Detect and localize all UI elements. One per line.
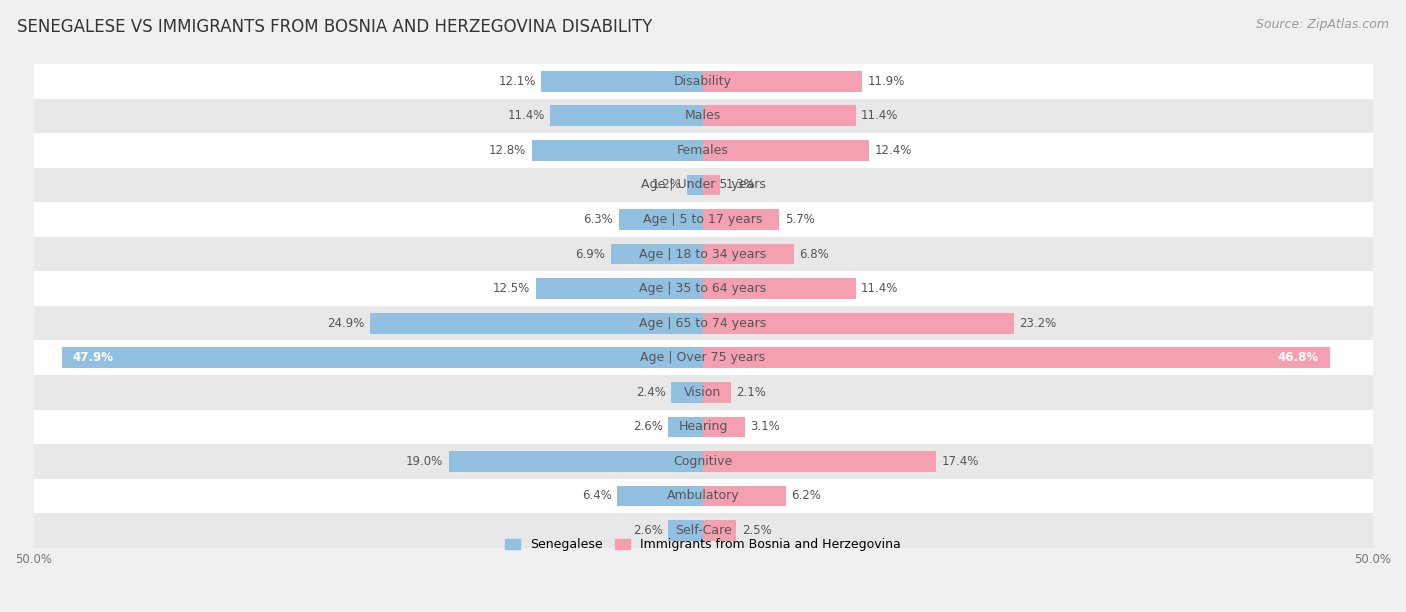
- Bar: [703, 417, 745, 437]
- Text: 2.1%: 2.1%: [737, 386, 766, 399]
- Text: 12.5%: 12.5%: [494, 282, 530, 295]
- Text: 2.6%: 2.6%: [633, 420, 662, 433]
- Text: Age | 35 to 64 years: Age | 35 to 64 years: [640, 282, 766, 295]
- Bar: [619, 209, 703, 230]
- Text: 2.4%: 2.4%: [636, 386, 665, 399]
- Text: Ambulatory: Ambulatory: [666, 490, 740, 502]
- Text: Age | Under 5 years: Age | Under 5 years: [641, 179, 765, 192]
- Bar: [34, 133, 1372, 168]
- Bar: [34, 306, 1372, 340]
- Bar: [668, 520, 703, 541]
- Bar: [703, 140, 869, 161]
- Bar: [688, 174, 703, 195]
- Text: Males: Males: [685, 110, 721, 122]
- Bar: [370, 313, 703, 334]
- Text: Self-Care: Self-Care: [675, 524, 731, 537]
- Bar: [703, 313, 1014, 334]
- Bar: [34, 237, 1372, 271]
- Text: 3.1%: 3.1%: [749, 420, 779, 433]
- Bar: [449, 451, 703, 472]
- Bar: [34, 168, 1372, 202]
- Bar: [671, 382, 703, 403]
- Bar: [668, 417, 703, 437]
- Text: 11.9%: 11.9%: [868, 75, 905, 88]
- Text: 6.8%: 6.8%: [800, 248, 830, 261]
- Bar: [34, 375, 1372, 409]
- Bar: [531, 140, 703, 161]
- Text: Age | 18 to 34 years: Age | 18 to 34 years: [640, 248, 766, 261]
- Text: 11.4%: 11.4%: [508, 110, 546, 122]
- Text: 12.4%: 12.4%: [875, 144, 911, 157]
- Text: 11.4%: 11.4%: [860, 282, 898, 295]
- Bar: [541, 71, 703, 92]
- Text: 6.2%: 6.2%: [792, 490, 821, 502]
- Text: 2.5%: 2.5%: [742, 524, 772, 537]
- Text: 6.3%: 6.3%: [583, 213, 613, 226]
- Text: 5.7%: 5.7%: [785, 213, 814, 226]
- Text: 6.4%: 6.4%: [582, 490, 612, 502]
- Text: 46.8%: 46.8%: [1278, 351, 1319, 364]
- Text: SENEGALESE VS IMMIGRANTS FROM BOSNIA AND HERZEGOVINA DISABILITY: SENEGALESE VS IMMIGRANTS FROM BOSNIA AND…: [17, 18, 652, 36]
- Text: Females: Females: [678, 144, 728, 157]
- Text: Source: ZipAtlas.com: Source: ZipAtlas.com: [1256, 18, 1389, 31]
- Bar: [536, 278, 703, 299]
- Text: 17.4%: 17.4%: [942, 455, 979, 468]
- Bar: [703, 244, 794, 264]
- Text: 12.1%: 12.1%: [498, 75, 536, 88]
- Bar: [34, 409, 1372, 444]
- Text: 1.3%: 1.3%: [725, 179, 755, 192]
- Text: 47.9%: 47.9%: [72, 351, 114, 364]
- Legend: Senegalese, Immigrants from Bosnia and Herzegovina: Senegalese, Immigrants from Bosnia and H…: [505, 539, 901, 551]
- Bar: [34, 479, 1372, 513]
- Bar: [703, 348, 1330, 368]
- Bar: [617, 486, 703, 506]
- Bar: [34, 99, 1372, 133]
- Text: Disability: Disability: [673, 75, 733, 88]
- Text: Vision: Vision: [685, 386, 721, 399]
- Bar: [34, 513, 1372, 548]
- Bar: [703, 71, 862, 92]
- Bar: [34, 444, 1372, 479]
- Text: 23.2%: 23.2%: [1019, 316, 1056, 330]
- Text: Hearing: Hearing: [678, 420, 728, 433]
- Bar: [703, 486, 786, 506]
- Bar: [550, 105, 703, 126]
- Bar: [703, 520, 737, 541]
- Text: 12.8%: 12.8%: [489, 144, 526, 157]
- Bar: [703, 382, 731, 403]
- Bar: [34, 202, 1372, 237]
- Bar: [703, 278, 856, 299]
- Bar: [703, 105, 856, 126]
- Text: Cognitive: Cognitive: [673, 455, 733, 468]
- Text: 24.9%: 24.9%: [326, 316, 364, 330]
- Bar: [703, 451, 936, 472]
- Bar: [62, 348, 703, 368]
- Bar: [34, 64, 1372, 99]
- Bar: [703, 174, 720, 195]
- Bar: [703, 209, 779, 230]
- Text: Age | 65 to 74 years: Age | 65 to 74 years: [640, 316, 766, 330]
- Bar: [610, 244, 703, 264]
- Text: 11.4%: 11.4%: [860, 110, 898, 122]
- Text: 1.2%: 1.2%: [652, 179, 682, 192]
- Text: Age | Over 75 years: Age | Over 75 years: [641, 351, 765, 364]
- Text: 2.6%: 2.6%: [633, 524, 662, 537]
- Bar: [34, 271, 1372, 306]
- Text: Age | 5 to 17 years: Age | 5 to 17 years: [644, 213, 762, 226]
- Text: 19.0%: 19.0%: [406, 455, 443, 468]
- Text: 6.9%: 6.9%: [575, 248, 605, 261]
- Bar: [34, 340, 1372, 375]
